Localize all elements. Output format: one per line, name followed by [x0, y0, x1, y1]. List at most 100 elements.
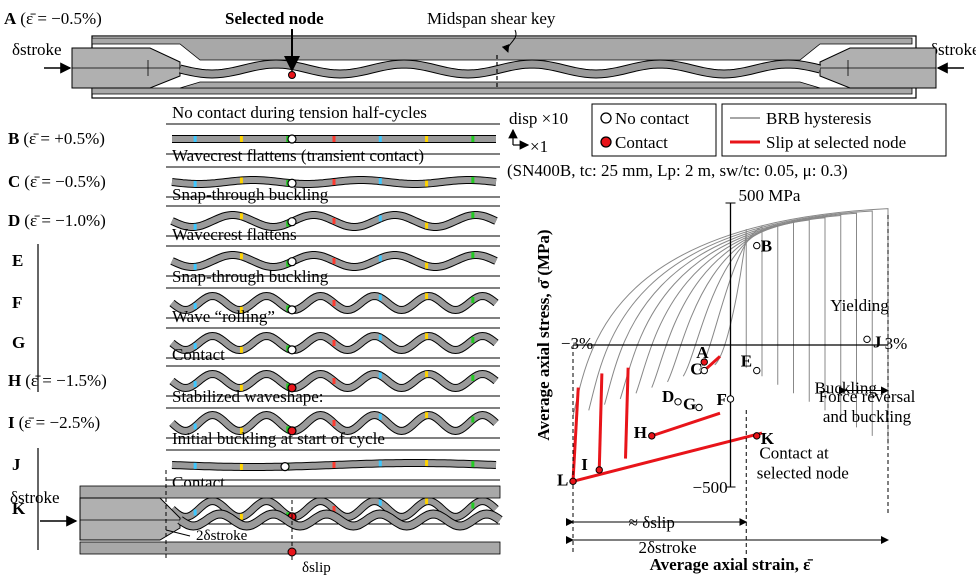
annot-and-buckling: and buckling — [823, 407, 912, 426]
panel-a-eps: (ε̄ = −0.5%) — [20, 9, 102, 28]
hysteresis-chart: −3% 3% 500 MPa −500 Average axial strain, ε̄… — [534, 186, 916, 574]
panel-eps: (ε̄ = +0.5%) — [23, 129, 105, 148]
point-b — [753, 241, 761, 250]
svg-text:H(ε̄ = −1.5%): H (ε̄ = −1.5%) — [8, 371, 107, 390]
annot-force-reversal: Force reversal — [819, 387, 916, 406]
panel-letter: E — [12, 251, 23, 270]
panel-d: Snap-through buckling D (ε̄ = −1.0%) — [8, 185, 500, 237]
annot-selected-node: selected node — [757, 464, 849, 483]
panel-eps: (ε̄ = −1.0%) — [24, 211, 106, 230]
contact-marker — [287, 383, 297, 393]
panel-letter: I — [8, 413, 15, 432]
no-contact-marker — [287, 178, 297, 188]
hysteresis-loop — [604, 212, 857, 428]
x-axis-label: Average axial strain, ε̄ — [650, 555, 814, 574]
legend-contact: Contact — [615, 133, 668, 152]
point-label-g: G — [683, 394, 696, 413]
point-label-k: K — [761, 429, 775, 448]
point-l — [569, 477, 577, 486]
panel-caption: Stabilized waveshape: — [172, 387, 324, 406]
legend-disp: disp ×10 — [509, 109, 568, 128]
panel-f: Snap-through buckling F — [12, 267, 500, 319]
panel-letter: K — [12, 499, 26, 518]
y-tick-pos: 500 MPa — [739, 186, 801, 205]
slip-trace — [624, 367, 630, 459]
hysteresis-loop — [588, 210, 873, 436]
svg-text:F: F — [12, 293, 22, 312]
panel-eps: (ε̄ = −2.5%) — [19, 413, 101, 432]
panel-caption: Wave “rolling” — [172, 307, 275, 326]
point-e — [753, 366, 761, 375]
panel-a: A (ε̄ = −0.5%) Selected node Midspan shea… — [4, 9, 976, 99]
stroke-right-label: δstroke — [930, 40, 976, 59]
panel-caption: Wavecrest flattens — [172, 225, 297, 244]
no-contact-icon — [600, 112, 612, 124]
core-end-left-l — [79, 497, 181, 541]
legend-slip: Slip at selected node — [766, 133, 906, 152]
panel-a-letter: A — [4, 9, 17, 28]
no-contact-marker — [287, 257, 297, 267]
no-contact-marker — [287, 134, 297, 144]
panel-e: Wavecrest flattens E — [12, 225, 500, 277]
panel-caption: Initial buckling at start of cycle — [172, 429, 385, 448]
x-tick-pos: 3% — [885, 334, 908, 353]
slip-trace — [597, 373, 604, 471]
selected-node-marker — [288, 71, 296, 79]
panel-caption: No contact during tension half-cycles — [172, 103, 427, 122]
panel-letter: F — [12, 293, 22, 312]
point-j — [863, 335, 871, 344]
selected-node-label: Selected node — [225, 9, 324, 28]
point-h — [648, 432, 656, 440]
panel-letter: B — [8, 129, 19, 148]
panel-caption: Snap-through buckling — [172, 267, 329, 286]
point-label-b: B — [761, 237, 772, 256]
y-tick-neg: −500 — [693, 478, 728, 497]
y-axis-label: Average axial stress, σ̄ (MPa) — [534, 229, 553, 440]
point-g — [695, 403, 703, 412]
point-d — [674, 398, 682, 406]
svg-text:A(ε̄ = −0.5%): A (ε̄ = −0.5%) — [4, 9, 102, 28]
point-label-i: I — [581, 455, 588, 474]
panel-eps: (ε̄ = −1.5%) — [25, 371, 107, 390]
panel-letter: D — [8, 211, 20, 230]
panel-j: Initial buckling at start of cycle J — [12, 429, 500, 481]
svg-text:C(ε̄ = −0.5%): C (ε̄ = −0.5%) — [8, 172, 106, 191]
hysteresis-loop — [572, 208, 889, 445]
no-contact-marker — [287, 305, 297, 315]
point-label-j: J — [873, 332, 882, 351]
slip-trace — [571, 387, 580, 482]
panel-letter: J — [12, 455, 21, 474]
svg-text:E: E — [12, 251, 23, 270]
midspan-shear-key-label: Midspan shear key — [427, 9, 556, 28]
restrainer-top-band — [91, 37, 913, 61]
stroke-left-label: δstroke — [12, 40, 62, 59]
panel-letter: C — [8, 172, 20, 191]
panel-letter: H — [8, 371, 21, 390]
point-label-l: L — [557, 470, 568, 489]
two-stroke-label: 2δstroke — [196, 528, 248, 544]
legend-no-contact: No contact — [615, 109, 689, 128]
point-f — [726, 395, 735, 403]
panel-eps: (ε̄ = −0.5%) — [24, 172, 106, 191]
x-tick-neg: −3% — [561, 334, 593, 353]
hysteresis-loop — [635, 217, 826, 411]
stroke-label-l: δstroke — [10, 488, 60, 507]
panel-b: No contact during tension half-cycles B (ε… — [8, 103, 500, 155]
point-c — [700, 366, 708, 375]
restrainer-bottom-band — [91, 87, 913, 95]
point-k — [753, 432, 761, 440]
point-label-c: C — [690, 360, 702, 379]
contact-marker — [287, 426, 297, 436]
svg-text:D(ε̄ = −1.0%): D (ε̄ = −1.0%) — [8, 211, 106, 230]
svg-text:K: K — [12, 499, 26, 518]
panel-caption: Wavecrest flattens (transient contact) — [172, 146, 424, 165]
annot-contact-at: Contact at — [759, 444, 829, 463]
legend: disp ×10 ×1 No contact Contact BRB hyste… — [507, 103, 947, 180]
no-contact-marker — [280, 462, 290, 472]
panel-c: Wavecrest flattens (transient contact) C(… — [8, 146, 500, 198]
panel-caption: Contact — [172, 345, 225, 364]
panel-caption: Snap-through buckling — [172, 185, 329, 204]
svg-text:B(ε̄ = +0.5%): B (ε̄ = +0.5%) — [8, 129, 105, 148]
